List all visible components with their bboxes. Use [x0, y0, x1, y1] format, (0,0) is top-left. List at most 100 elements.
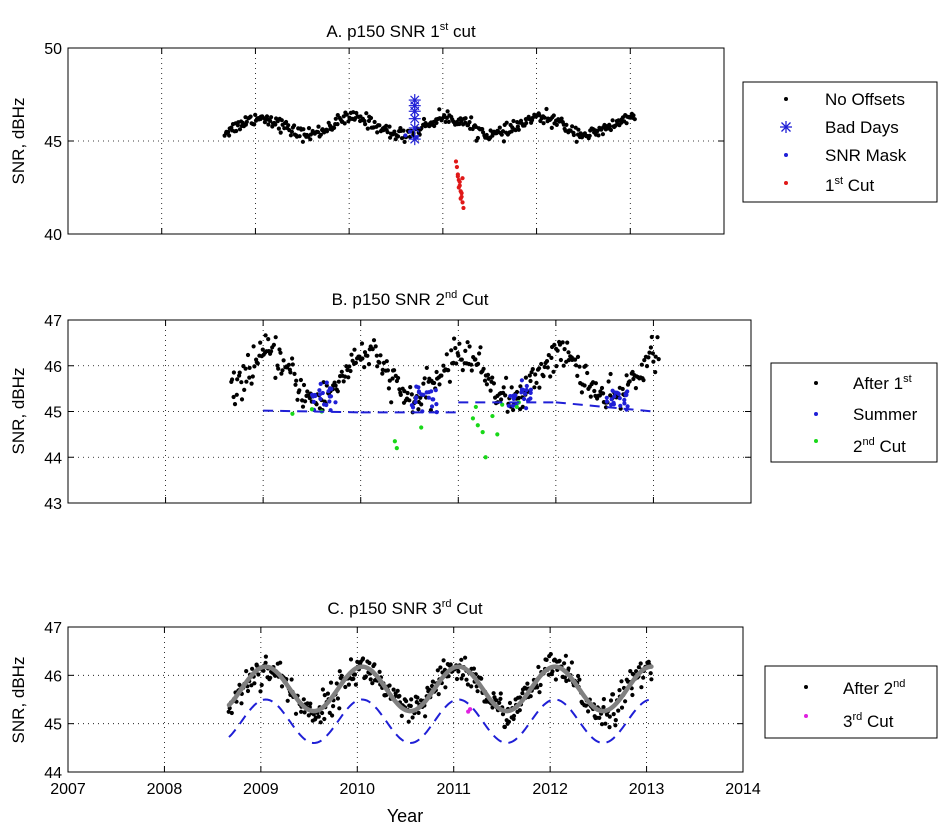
panel-c-point [244, 669, 249, 674]
panel-b-legend: After 1st Summer 2nd Cut [770, 362, 938, 463]
panel-a-point [332, 125, 337, 130]
x-axis-label: Year [387, 806, 423, 826]
panel-b-point [656, 357, 661, 362]
panel-b-point [278, 350, 283, 355]
panel-a-point [289, 129, 294, 134]
panel-b-point [561, 363, 566, 368]
panel-c-point [641, 675, 646, 680]
panel-c-point [414, 700, 419, 705]
panel-b-plot-area [68, 320, 751, 503]
panel-c-point [577, 677, 582, 682]
panel-a-point [273, 122, 278, 127]
panel-a-point [445, 109, 450, 114]
legend-entry-no-offsets: No Offsets [784, 90, 905, 109]
panel-c-point [351, 676, 356, 682]
panel-b-point [523, 375, 529, 380]
panel-c-point [563, 653, 569, 658]
panel-a-point [284, 119, 289, 125]
panel-a-point [432, 123, 437, 129]
panel-c-ytick-label-46: 46 [44, 668, 62, 685]
panel-b-point [386, 386, 391, 391]
panel-b-point [558, 357, 564, 363]
panel-b-summer-point [426, 395, 431, 400]
panel-a-point [511, 118, 516, 124]
panel-b-summer-point [617, 396, 622, 401]
panel-b-point [359, 341, 365, 346]
panel-c-point [528, 694, 533, 699]
legend-label-snr-mask: SNR Mask [825, 146, 907, 165]
panel-a-point [559, 116, 564, 121]
panel-a-point [454, 164, 460, 170]
panel-a-point [384, 123, 389, 128]
panel-a-point [455, 174, 460, 179]
panel-c-title: C. p150 SNR 3rd Cut [327, 598, 483, 618]
x-tick-label-2007: 2007 [50, 781, 86, 798]
panel-b-point [469, 362, 474, 367]
panel-c-point [278, 660, 283, 665]
panel-b-point [560, 340, 565, 345]
panel-c-point [562, 675, 568, 680]
panel-a-point [226, 130, 231, 135]
panel-c-point [491, 691, 496, 696]
panel-a-point [385, 130, 390, 135]
panel-b-summer-point [625, 389, 630, 394]
panel-c-point [498, 691, 503, 696]
panel-c-point [576, 673, 581, 679]
panel-b-point [620, 386, 625, 392]
panel-b-point [333, 383, 338, 388]
panel-c-point [435, 668, 440, 673]
panel-c-series [226, 652, 654, 745]
panel-c-point [538, 682, 543, 688]
x-tick-label-2011: 2011 [437, 781, 472, 798]
panel-b-summer-point [416, 390, 421, 395]
panel-c-point [335, 696, 340, 701]
panel-c-point [348, 657, 354, 662]
panel-c-point [535, 685, 540, 690]
panel-c-point [395, 688, 400, 693]
panel-a-point [342, 121, 347, 126]
panel-a-point [308, 137, 313, 142]
panel-b-point [573, 363, 579, 368]
panel-b-point [575, 354, 581, 359]
panel-b-point [650, 351, 656, 356]
panel-b-point [374, 353, 379, 358]
panel-c-point [623, 699, 628, 704]
panel-b-point [453, 346, 458, 351]
panel-b-point [642, 358, 647, 363]
panel-a-point [544, 106, 549, 112]
panel-c-point [368, 677, 373, 682]
panel-a-point [504, 120, 509, 125]
panel-c-point [443, 685, 448, 690]
panel-c-point [337, 706, 342, 711]
panel-c-point [525, 681, 530, 686]
panel-c-point [553, 677, 559, 682]
panel-a-point [524, 120, 529, 126]
panel-c-point [613, 723, 618, 728]
panel-c-point [586, 709, 591, 714]
panel-c-fit-curve [226, 664, 654, 714]
panel-a-point [437, 107, 442, 112]
panel-a-point [549, 125, 554, 130]
panel-b-point [293, 382, 298, 387]
panel-a-point [388, 135, 393, 140]
panel-c-point [607, 714, 612, 719]
panel-b-point [342, 374, 348, 379]
panel-b-point [627, 379, 632, 384]
panel-b-point [469, 368, 474, 373]
panel-c-point [649, 677, 654, 682]
panel-b-point [537, 385, 542, 390]
x-tick-label-2013: 2013 [629, 781, 665, 798]
panel-c-point [469, 684, 474, 689]
panel-c-xticks: 2007 2008 2009 2010 2011 2012 2013 2014 [50, 781, 761, 798]
panel-a-point [401, 128, 406, 133]
panel-c-point [601, 705, 606, 710]
panel-b-point [542, 364, 547, 370]
panel-b-summer-point [414, 384, 419, 389]
panel-b-summer-point [519, 378, 525, 383]
panel-c-point [372, 662, 377, 667]
legend-entry-snr-mask: SNR Mask [784, 146, 907, 165]
panel-c-point [367, 660, 372, 666]
panel-b-summer-point [609, 397, 614, 402]
panel-c-point [601, 697, 607, 702]
legend-marker-1st-cut [784, 181, 788, 185]
